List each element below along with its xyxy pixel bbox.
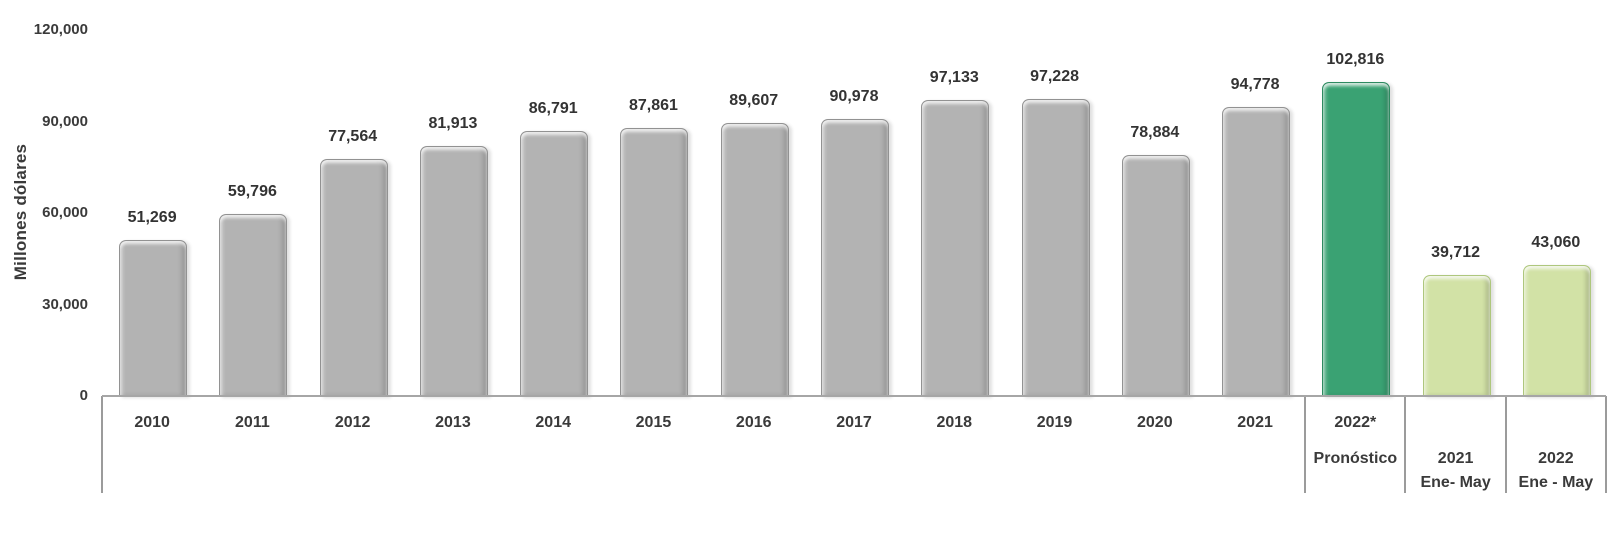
y-axis-tick-label: 0 [79, 387, 88, 404]
bar-2021-Ene-May [1422, 274, 1491, 397]
category-separator-line [1304, 396, 1307, 493]
x-axis-label: 2022* [1334, 414, 1377, 431]
bar-2014 [520, 131, 589, 397]
x-axis-label: 2019 [1036, 414, 1073, 431]
x-axis-label: 2021 [1437, 450, 1474, 467]
bar-value-label: 90,978 [829, 87, 879, 105]
bar-2016 [720, 122, 789, 397]
bar-value-label: 78,884 [1130, 124, 1180, 142]
x-axis-label: 2015 [635, 414, 672, 431]
bar-2018 [921, 99, 990, 397]
bar-value-label: 77,564 [328, 128, 378, 146]
bar-2010 [119, 239, 188, 397]
y-axis-tick-label: 120,000 [33, 21, 88, 38]
bar-value-label: 43,060 [1531, 233, 1581, 251]
x-axis-sublabel: Ene - May [1518, 474, 1594, 491]
y-axis-tick-label: 60,000 [42, 204, 88, 221]
category-separator-line [101, 396, 103, 493]
x-axis-label: 2013 [435, 414, 471, 431]
x-axis-label: 2010 [134, 414, 170, 431]
bar-2017 [821, 118, 889, 397]
x-axis-label: 2022 [1538, 450, 1574, 467]
bar-2013 [419, 146, 488, 397]
bar-value-label: 94,778 [1230, 75, 1280, 93]
x-axis-label: 2012 [334, 414, 371, 431]
category-separator-line [1504, 396, 1507, 493]
bar-value-label: 102,816 [1326, 51, 1385, 69]
x-axis-label: 2021 [1237, 414, 1273, 431]
x-axis-sublabel: Pronóstico [1313, 450, 1398, 467]
x-axis-sublabel: Ene- May [1420, 474, 1491, 491]
bar-2022-forecast-Pronóstico [1322, 82, 1391, 397]
category-separator-line [1605, 396, 1607, 493]
x-axis-label: 2011 [235, 414, 270, 431]
x-axis-label: 2014 [535, 414, 571, 431]
bar-2012 [319, 159, 388, 397]
bar-2019 [1021, 99, 1090, 397]
category-separator-line [1404, 396, 1407, 493]
y-axis-tick-label: 90,000 [42, 112, 88, 130]
bar-value-label: 97,133 [929, 68, 979, 86]
bar-2011 [219, 213, 288, 397]
x-axis-line [102, 395, 1606, 397]
bar-value-label: 97,228 [1030, 68, 1079, 86]
bar-value-label: 59,796 [227, 182, 277, 200]
bar-value-label: 39,712 [1431, 243, 1481, 261]
x-axis-label: 2020 [1137, 414, 1173, 431]
bar-2021 [1222, 106, 1291, 397]
bar-value-label: 81,913 [428, 115, 478, 133]
x-axis-label: 2018 [936, 414, 973, 431]
bar-value-label: 89,607 [729, 91, 779, 109]
bar-2020 [1121, 155, 1190, 397]
bar-2022-Ene-May [1522, 264, 1591, 397]
bar-value-label: 87,861 [628, 97, 678, 115]
y-axis-tick-label: 30,000 [42, 295, 88, 313]
x-axis-label: 2017 [836, 414, 872, 431]
x-axis-label: 2016 [735, 414, 772, 431]
bar-value-label: 86,791 [528, 100, 578, 118]
bar-value-label: 51,269 [127, 208, 177, 226]
bar-2015 [620, 128, 689, 397]
